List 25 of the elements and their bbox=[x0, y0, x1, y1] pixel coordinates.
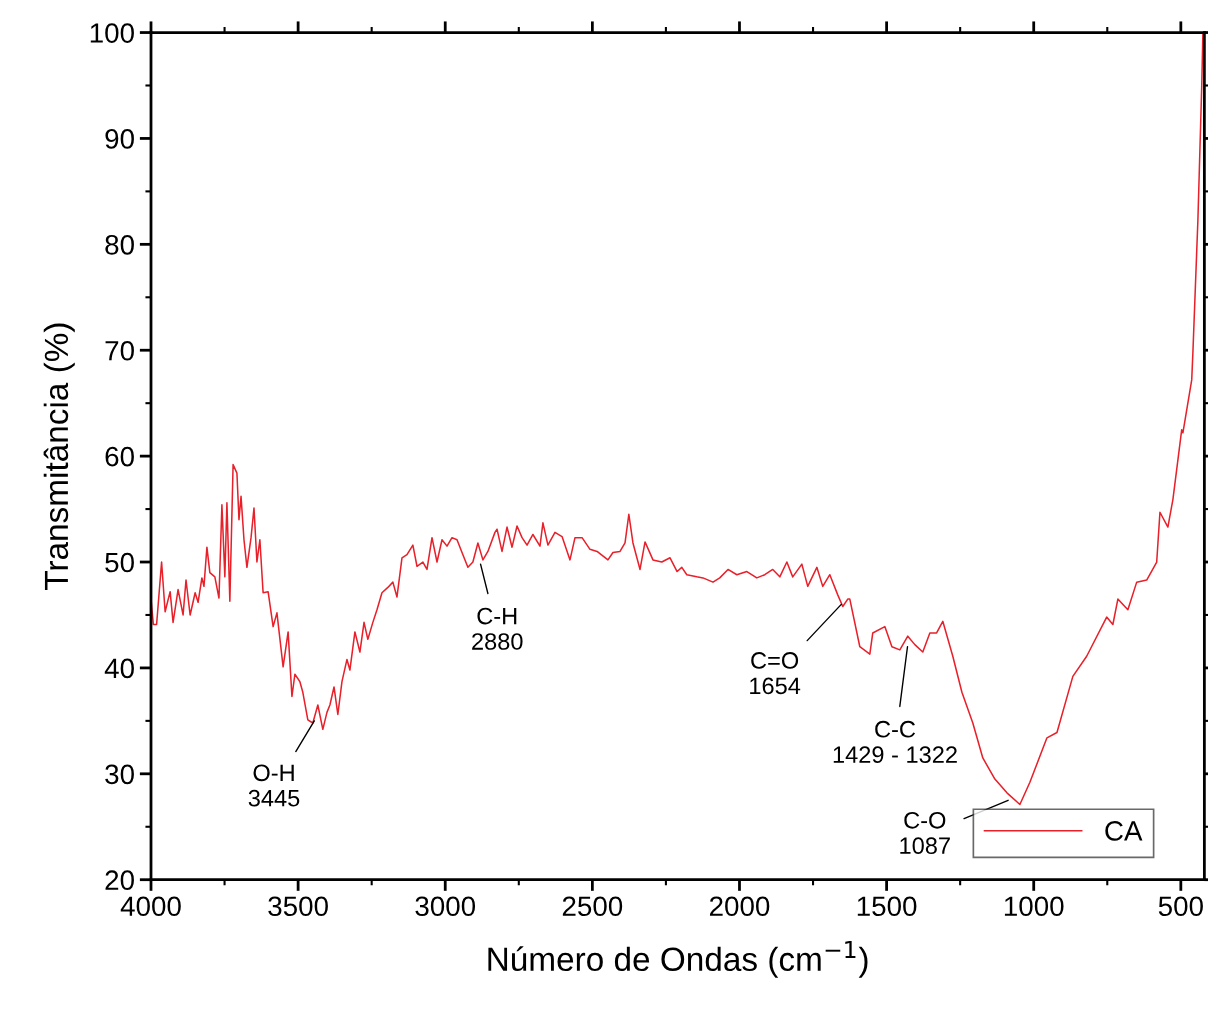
x-tick-label: 1000 bbox=[1004, 896, 1064, 917]
y-axis-title: Transmitância (%) bbox=[43, 323, 75, 590]
x-tick-label: 500 bbox=[1158, 896, 1203, 917]
annotation: C-C 1429 - 1322 bbox=[833, 720, 957, 764]
x-tick-label: 3000 bbox=[415, 896, 476, 917]
y-tick-label: 90 bbox=[105, 129, 134, 149]
annotation: C=O 1654 bbox=[750, 652, 801, 695]
x-tick-label: 2500 bbox=[562, 896, 623, 917]
annotation: O-H 3445 bbox=[248, 764, 300, 807]
y-tick-label: 70 bbox=[105, 340, 134, 361]
x-tick-label: 1500 bbox=[857, 896, 917, 917]
annotation: C-H 2880 bbox=[472, 607, 523, 650]
x-tick-label: 3500 bbox=[268, 896, 328, 917]
x-tick-label: 4000 bbox=[120, 896, 181, 917]
legend-label: CA bbox=[1105, 821, 1143, 841]
x-tick-label: 2000 bbox=[709, 896, 770, 917]
y-tick-label: 50 bbox=[105, 552, 134, 573]
y-tick-label: 40 bbox=[104, 658, 134, 679]
y-tick-label: 100 bbox=[90, 23, 134, 43]
annotation: C-O 1087 bbox=[900, 811, 950, 855]
y-tick-label: 60 bbox=[105, 446, 134, 467]
y-tick-label: 30 bbox=[105, 764, 134, 785]
y-tick-label: 80 bbox=[105, 235, 134, 255]
x-axis-title: Número de Ondas (cm$^{−1}$) bbox=[488, 941, 868, 978]
y-tick-label: 20 bbox=[105, 870, 134, 891]
